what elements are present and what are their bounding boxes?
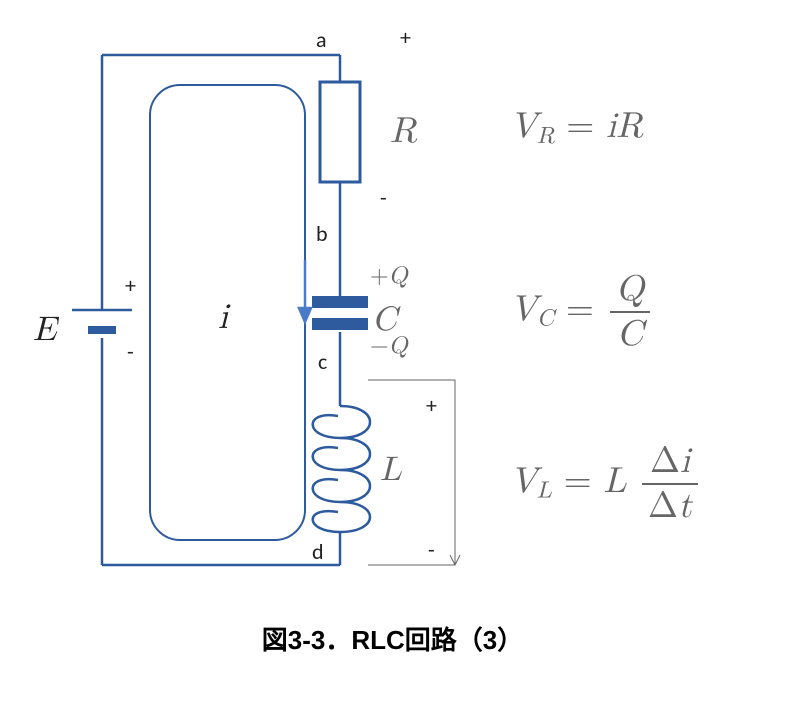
node-b: b <box>316 220 328 247</box>
inductor-plus: + <box>426 392 437 419</box>
node-c: c <box>318 348 327 375</box>
emf-plus: + <box>125 272 136 299</box>
equation-vc: VC = Q C <box>510 268 654 356</box>
resistor-symbol: R <box>390 110 417 153</box>
figure-caption: 図3-3．RLC回路（3） <box>20 620 765 657</box>
resistor-minus: - <box>380 184 387 211</box>
equation-vr: VR = iR <box>510 105 643 151</box>
current-symbol: i <box>218 296 228 339</box>
rlc-circuit-diagram: a b c d E + - i R + - C +Q −Q L + - VR =… <box>20 20 765 580</box>
node-d: d <box>312 538 324 565</box>
capacitor-plusQ: +Q <box>370 262 407 291</box>
emf-symbol: E <box>33 310 56 351</box>
inductor-symbol: L <box>380 450 401 491</box>
resistor-plus: + <box>400 24 411 51</box>
capacitor-minusQ: −Q <box>370 332 407 361</box>
emf-minus: - <box>127 338 134 365</box>
equation-vl: VL = L Δi Δt <box>510 440 702 528</box>
node-a: a <box>316 26 327 53</box>
inductor-minus: - <box>428 536 435 563</box>
